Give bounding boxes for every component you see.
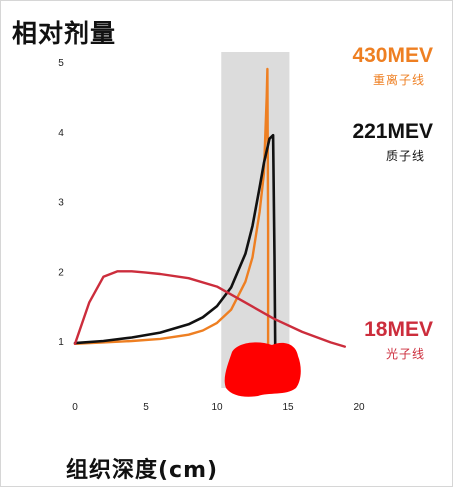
series-line-221mev (73, 133, 277, 346)
x-tick-label: 15 (282, 402, 294, 413)
y-tick-label: 1 (58, 337, 64, 348)
legend-proton-label: 质子线 (385, 149, 425, 163)
y-tick-label: 5 (58, 58, 64, 69)
x-tick-label: 10 (211, 402, 223, 413)
y-tick-label: 4 (58, 128, 64, 139)
y-tick-label: 2 (58, 267, 64, 278)
legend-photon-energy: 18MEV (364, 318, 433, 341)
target-tumor-blob (224, 342, 301, 397)
legend-proton-energy: 221MEV (352, 120, 433, 143)
legend-heavy-ion-energy: 430MEV (352, 44, 433, 67)
legend-photon-label: 光子线 (385, 347, 425, 361)
y-axis-title: 相对剂量 (12, 19, 117, 48)
x-axis-title: 组织深度(cm) (66, 458, 219, 483)
series-line-430mev (73, 67, 270, 374)
x-tick-label: 0 (72, 402, 78, 413)
series-line-18mev (73, 270, 346, 348)
x-tick-label: 20 (353, 402, 365, 413)
x-tick-label: 5 (143, 402, 149, 413)
y-tick-label: 3 (58, 198, 64, 209)
bragg-peak-highlight-region (221, 52, 290, 388)
legend-heavy-ion-label: 重离子线 (372, 73, 425, 87)
